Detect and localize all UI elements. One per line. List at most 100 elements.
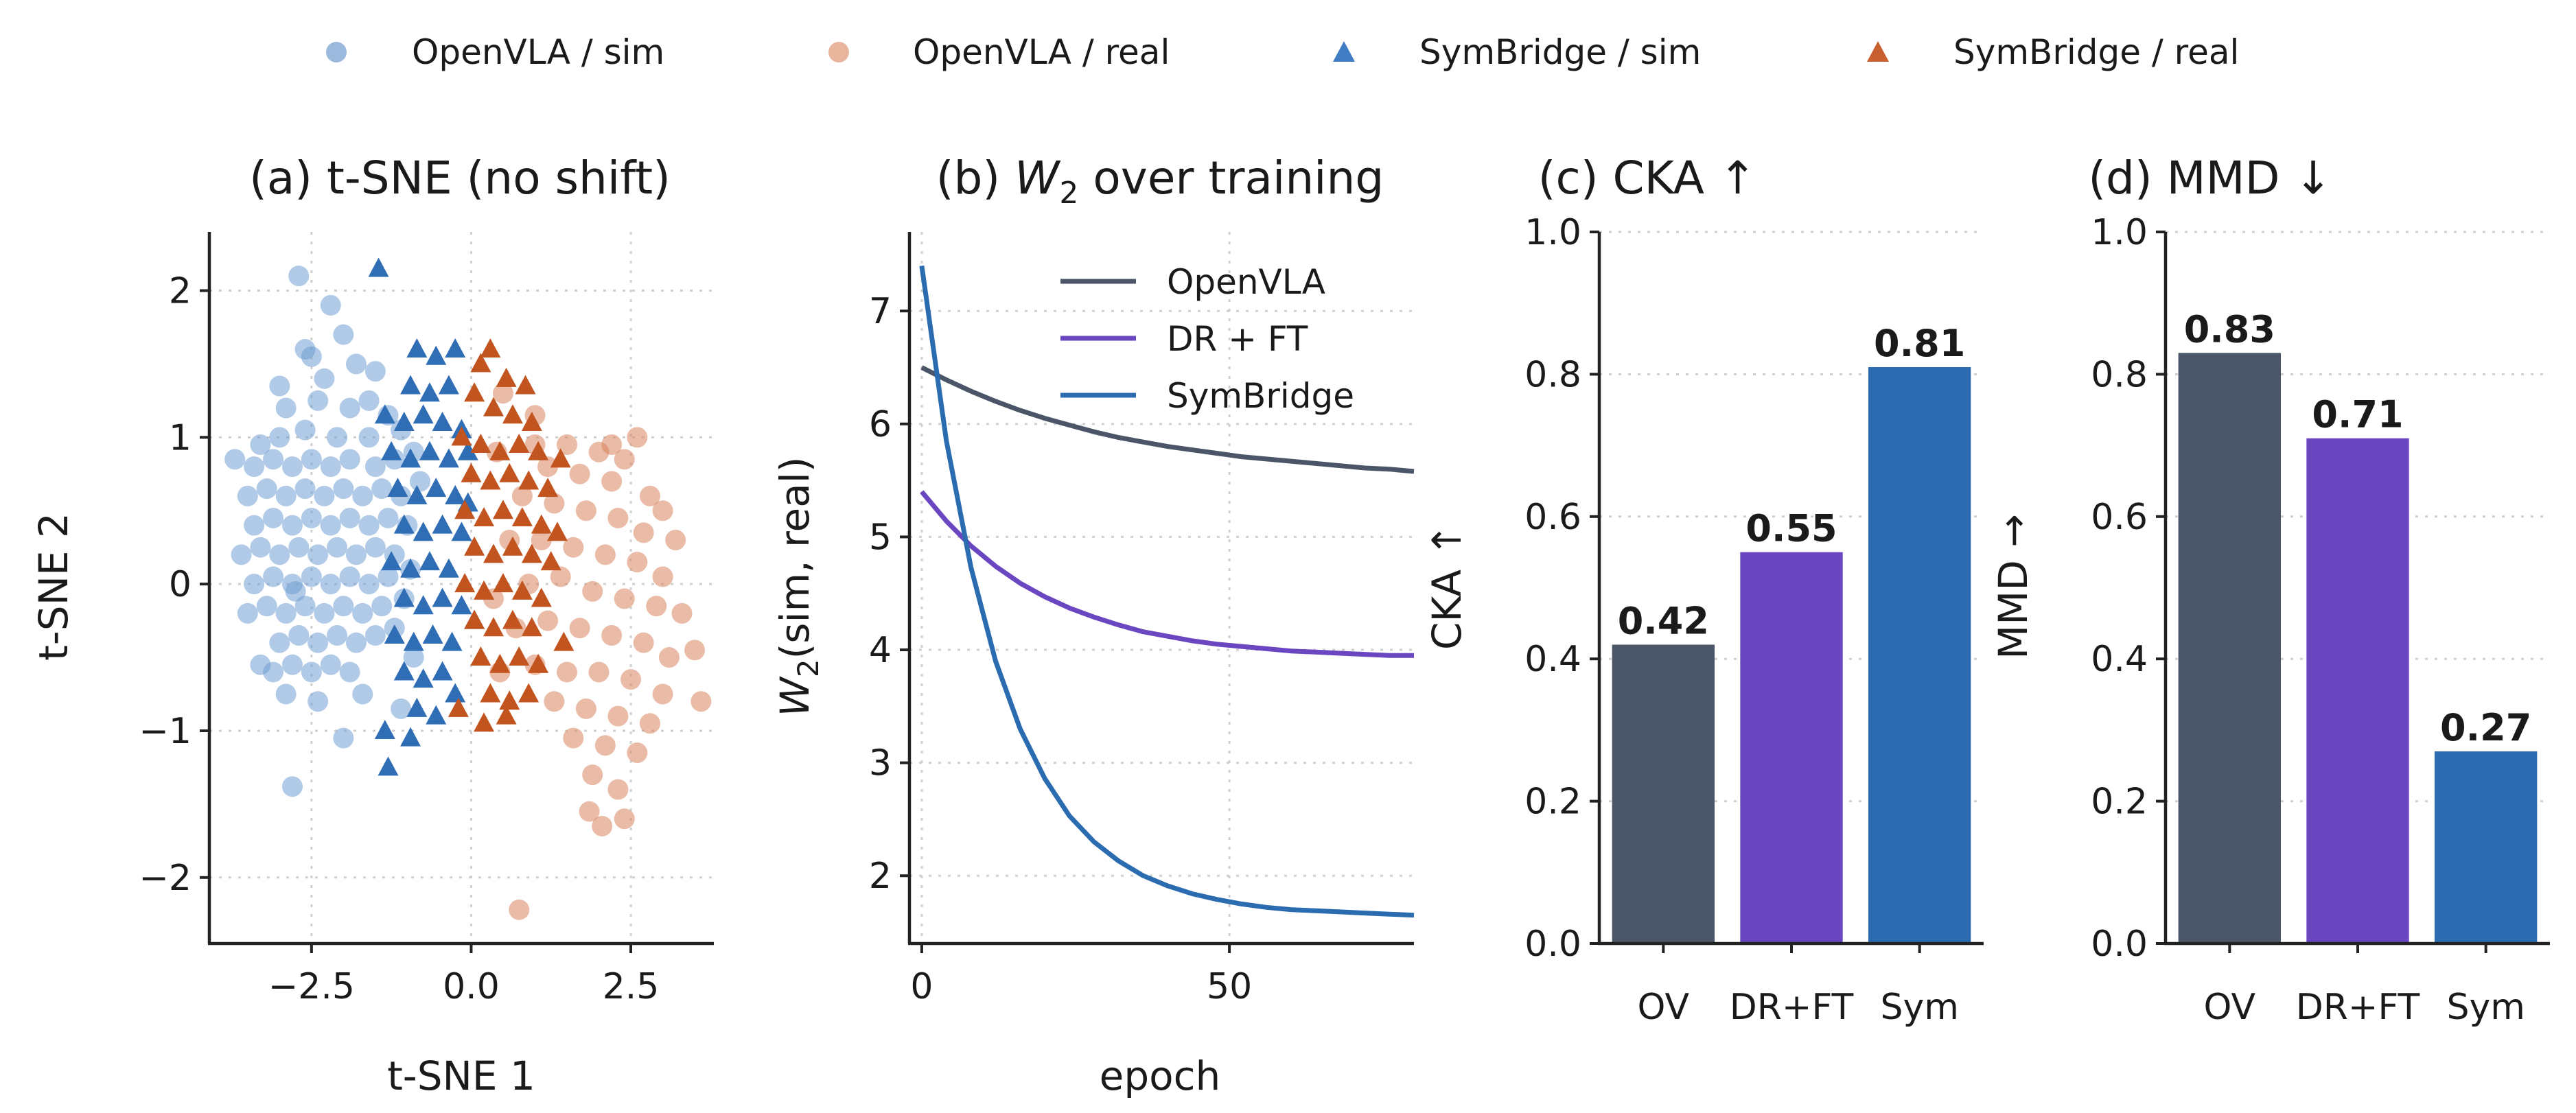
panel-b-legend-label-symbridge: SymBridge	[1167, 376, 1354, 416]
panel-b-title-sub: 2	[1059, 176, 1078, 211]
point-openvla-real	[627, 552, 648, 573]
point-symbridge-real	[480, 338, 501, 358]
point-openvla-sim	[244, 574, 265, 595]
point-symbridge-sim	[419, 441, 440, 460]
xtick-label: −2.5	[268, 966, 355, 1007]
panel-d-ylabel: MMD →	[1990, 514, 2037, 659]
panel-a-title: (a) t-SNE (no shift)	[249, 152, 671, 204]
point-openvla-sim	[320, 515, 341, 536]
point-openvla-sim	[339, 566, 360, 587]
ytick-label: 6	[869, 404, 892, 445]
point-symbridge-real	[528, 441, 549, 460]
point-openvla-real	[594, 544, 616, 565]
point-openvla-real	[531, 530, 552, 551]
series-line-openvla	[920, 365, 1415, 474]
point-openvla-sim	[403, 647, 424, 668]
bar-sym	[2435, 751, 2538, 944]
point-symbridge-sim	[384, 624, 405, 644]
xtick-label: DR+FT	[1730, 987, 1854, 1028]
point-openvla-sim	[378, 507, 399, 528]
ytick-label: 0.4	[2091, 639, 2148, 680]
point-symbridge-sim	[419, 382, 440, 402]
ytick-label: 5	[869, 517, 892, 558]
point-openvla-sim	[320, 294, 341, 316]
point-openvla-sim	[410, 471, 431, 492]
point-openvla-real	[582, 581, 603, 602]
point-openvla-sim	[244, 456, 265, 478]
point-openvla-sim	[263, 449, 284, 470]
point-symbridge-real	[540, 551, 561, 571]
point-openvla-real	[607, 507, 629, 528]
panel-c-ylabel: CKA ↑	[1424, 524, 1470, 650]
point-openvla-real	[544, 493, 565, 514]
point-openvla-sim	[352, 683, 373, 705]
point-openvla-real	[563, 537, 584, 558]
point-symbridge-sim	[406, 484, 428, 504]
point-symbridge-real	[518, 683, 539, 703]
point-openvla-sim	[237, 602, 258, 624]
point-openvla-real	[658, 647, 680, 668]
point-symbridge-real	[531, 587, 552, 607]
xtick-label: 2.5	[603, 966, 660, 1007]
panel-c-ticks: 0.0 0.2 0.4 0.6 0.8 1.0 OV DR+FT Sym	[1524, 212, 1959, 1028]
legend-marker-openvla-real	[828, 42, 849, 62]
ytick-label: 0.0	[1524, 924, 1581, 965]
point-openvla-real	[588, 661, 610, 683]
xtick-label: 0	[910, 966, 933, 1007]
point-symbridge-real	[489, 653, 511, 673]
panel-a-points	[224, 257, 712, 920]
point-symbridge-real	[492, 500, 513, 519]
point-symbridge-sim	[426, 478, 447, 497]
xtick-label: OV	[2204, 987, 2256, 1028]
point-symbridge-real	[480, 683, 501, 703]
point-openvla-sim	[327, 427, 348, 448]
point-openvla-sim	[364, 537, 386, 558]
point-openvla-sim	[314, 485, 335, 506]
bar-value-label: 0.27	[2440, 706, 2531, 749]
point-symbridge-sim	[374, 719, 395, 739]
point-symbridge-sim	[432, 411, 453, 431]
ytick-label: 7	[869, 291, 892, 332]
point-openvla-real	[544, 691, 565, 712]
point-openvla-sim	[250, 654, 271, 675]
ytick-label: −1	[139, 711, 192, 752]
point-symbridge-sim	[432, 587, 453, 607]
point-openvla-real	[601, 471, 623, 492]
point-openvla-real	[652, 566, 673, 587]
panel-a-ylabel: t-SNE 2	[30, 513, 77, 661]
point-symbridge-real	[474, 712, 495, 732]
point-symbridge-real	[461, 462, 482, 482]
point-symbridge-sim	[387, 478, 408, 497]
point-symbridge-sim	[413, 404, 434, 424]
ytick-label: 2	[869, 856, 892, 897]
point-openvla-real	[646, 596, 667, 617]
point-openvla-sim	[333, 596, 354, 617]
point-openvla-sim	[269, 375, 290, 397]
point-symbridge-sim	[419, 551, 440, 571]
point-openvla-sim	[364, 624, 386, 646]
point-openvla-real	[592, 815, 613, 836]
point-symbridge-sim	[406, 697, 428, 717]
point-openvla-real	[684, 640, 706, 661]
point-symbridge-sim	[393, 411, 415, 431]
point-openvla-real	[579, 801, 600, 822]
point-symbridge-real	[470, 434, 491, 454]
point-openvla-real	[492, 383, 513, 404]
point-openvla-sim	[314, 602, 335, 624]
point-symbridge-sim	[413, 668, 434, 688]
point-openvla-real	[607, 705, 629, 727]
point-openvla-sim	[275, 397, 297, 419]
point-symbridge-real	[515, 375, 536, 395]
point-symbridge-real	[496, 705, 517, 725]
ytick-label: 4	[869, 630, 892, 671]
point-symbridge-real	[483, 397, 504, 417]
point-openvla-sim	[339, 397, 360, 419]
point-symbridge-sim	[381, 551, 402, 571]
point-openvla-sim	[358, 390, 380, 411]
panel-b-ylabel: W2(sim, real)	[771, 457, 825, 717]
point-symbridge-sim	[422, 624, 443, 644]
point-openvla-sim	[352, 485, 373, 506]
point-openvla-sim	[358, 574, 380, 595]
point-symbridge-sim	[393, 514, 415, 534]
